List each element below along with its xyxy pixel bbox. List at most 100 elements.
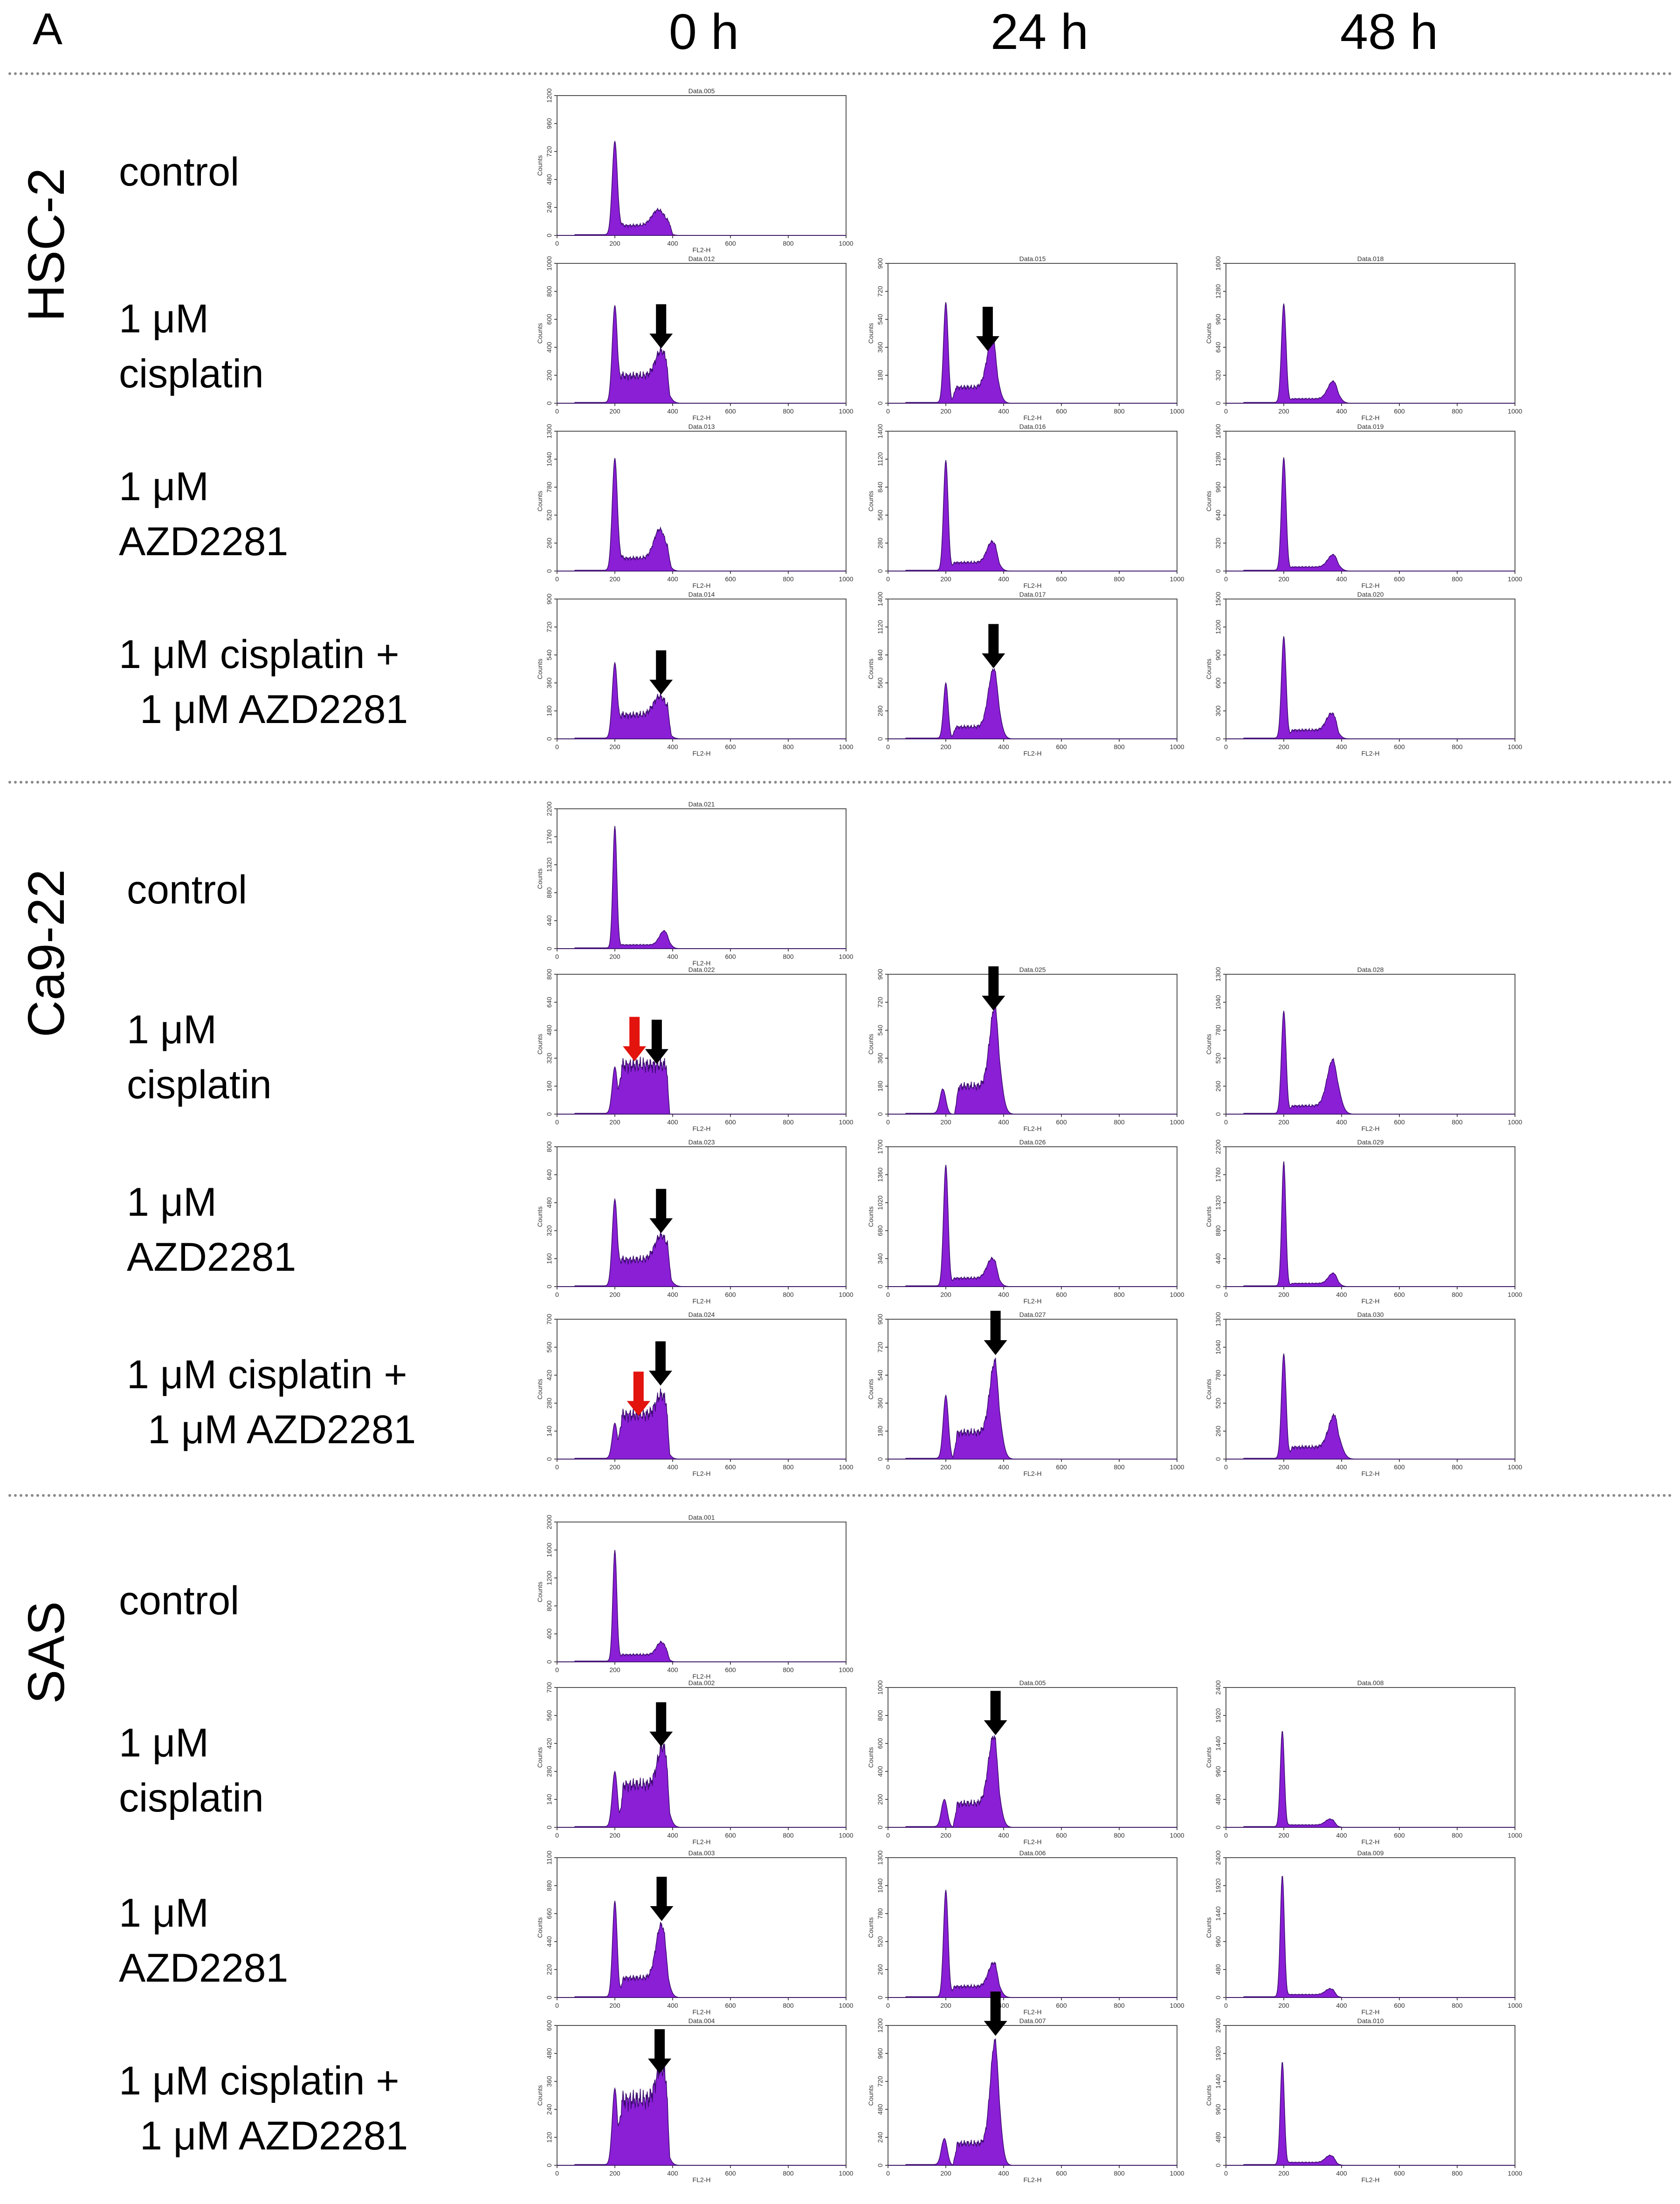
plot-title: Data.024 bbox=[689, 1311, 715, 1318]
black-arrow-marker bbox=[649, 304, 673, 349]
y-tick-label: 840 bbox=[876, 649, 884, 661]
x-tick-label: 1000 bbox=[1170, 2170, 1184, 2177]
x-tick-label: 1000 bbox=[1508, 1463, 1522, 1471]
y-tick-label: 480 bbox=[545, 1025, 553, 1036]
histogram-area bbox=[557, 1550, 846, 1662]
y-tick-label: 0 bbox=[545, 1112, 553, 1116]
x-tick-label: 0 bbox=[1224, 1118, 1228, 1126]
y-axis-label: Counts bbox=[1205, 1747, 1212, 1768]
x-tick-label: 1000 bbox=[1508, 1118, 1522, 1126]
y-axis-label: Counts bbox=[536, 2085, 544, 2106]
y-tick-label: 2200 bbox=[1214, 1139, 1222, 1154]
histogram-area bbox=[888, 2039, 1177, 2166]
histogram-Data-024: Data.024 0 200 400 600 800 1000 FL2-H 0 140 280 420… bbox=[536, 1311, 854, 1477]
histogram-area bbox=[557, 1056, 846, 1115]
plot-frame bbox=[888, 263, 1177, 404]
y-tick-label: 1320 bbox=[1214, 1195, 1222, 1210]
plot-title: Data.028 bbox=[1357, 966, 1384, 973]
histogram-area bbox=[888, 460, 1177, 572]
x-tick-label: 200 bbox=[940, 575, 951, 583]
y-tick-label: 1200 bbox=[876, 2018, 884, 2032]
x-tick-label: 400 bbox=[667, 575, 678, 583]
x-axis-label: FL2-H bbox=[1362, 2008, 1380, 2016]
y-tick-label: 0 bbox=[876, 737, 884, 741]
plot-frame bbox=[557, 974, 847, 1115]
y-tick-label: 360 bbox=[876, 1053, 884, 1064]
x-tick-label: 800 bbox=[1452, 1118, 1463, 1126]
histogram-area bbox=[888, 1890, 1177, 1998]
x-tick-label: 0 bbox=[555, 2170, 559, 2177]
x-tick-label: 800 bbox=[1114, 1832, 1125, 1839]
histogram-area bbox=[557, 1198, 846, 1287]
x-tick-label: 0 bbox=[886, 1832, 890, 1839]
y-tick-label: 480 bbox=[1214, 1794, 1222, 1805]
plot-frame bbox=[1226, 599, 1515, 739]
x-tick-label: 600 bbox=[1394, 407, 1405, 415]
histogram-Data-017: Data.017 0 200 400 600 800 1000 FL2-H 0 280 560 840… bbox=[867, 591, 1184, 757]
plot-frame bbox=[557, 599, 847, 739]
panel-label: A bbox=[33, 4, 63, 54]
x-tick-label: 0 bbox=[555, 1463, 559, 1471]
plot-frame bbox=[1226, 974, 1515, 1115]
y-axis-label: Counts bbox=[536, 323, 544, 344]
x-axis-label: FL2-H bbox=[1362, 750, 1380, 757]
histogram-Data-010: Data.010 0 200 400 600 800 1000 FL2-H 0 480 960 144… bbox=[1205, 2017, 1522, 2183]
y-tick-label: 960 bbox=[545, 118, 553, 129]
x-tick-label: 400 bbox=[667, 2170, 678, 2177]
condition-label: 1 μM cisplatin bbox=[127, 1007, 272, 1107]
x-tick-label: 0 bbox=[886, 2170, 890, 2177]
x-axis-label: FL2-H bbox=[1024, 2176, 1042, 2183]
x-axis-label: FL2-H bbox=[1024, 1838, 1042, 1846]
plot-title: Data.001 bbox=[689, 1514, 715, 1521]
x-axis-label: FL2-H bbox=[693, 2008, 711, 2016]
x-tick-label: 0 bbox=[1224, 1291, 1228, 1298]
x-tick-label: 200 bbox=[609, 743, 620, 751]
condition-label: 1 μM cisplatin +1 μM AZD2281 bbox=[127, 1352, 416, 1452]
y-tick-label: 1360 bbox=[876, 1167, 884, 1182]
x-tick-label: 800 bbox=[1452, 743, 1463, 751]
y-tick-label: 180 bbox=[876, 1081, 884, 1092]
x-axis-label: FL2-H bbox=[693, 1125, 711, 1132]
x-tick-label: 200 bbox=[940, 1118, 951, 1126]
x-tick-label: 800 bbox=[783, 1832, 794, 1839]
x-axis-label: FL2-H bbox=[693, 582, 711, 589]
x-tick-label: 1000 bbox=[1508, 407, 1522, 415]
y-tick-label: 180 bbox=[876, 1426, 884, 1437]
x-tick-label: 0 bbox=[1224, 1832, 1228, 1839]
x-tick-label: 400 bbox=[667, 407, 678, 415]
y-tick-label: 0 bbox=[876, 1285, 884, 1288]
y-tick-label: 480 bbox=[545, 1197, 553, 1208]
y-tick-label: 480 bbox=[876, 2104, 884, 2115]
y-tick-label: 0 bbox=[545, 1996, 553, 1999]
histogram-Data-002: Data.002 0 200 400 600 800 1000 FL2-H 0 140 280 420… bbox=[536, 1679, 854, 1846]
x-tick-label: 1000 bbox=[839, 575, 853, 583]
y-tick-label: 140 bbox=[545, 1426, 553, 1437]
y-tick-label: 1200 bbox=[545, 1570, 553, 1585]
x-tick-label: 600 bbox=[725, 1291, 736, 1298]
y-tick-label: 1040 bbox=[1214, 1340, 1222, 1354]
x-tick-label: 600 bbox=[725, 407, 736, 415]
x-tick-label: 0 bbox=[555, 407, 559, 415]
x-tick-label: 400 bbox=[667, 953, 678, 960]
histogram-Data-012: Data.012 0 200 400 600 800 1000 FL2-H 0 200 400 600… bbox=[536, 255, 854, 421]
histogram-Data-029: Data.029 0 200 400 600 800 1000 FL2-H 0 440 880 132… bbox=[1205, 1138, 1522, 1305]
x-tick-label: 1000 bbox=[839, 407, 853, 415]
y-tick-label: 0 bbox=[545, 737, 553, 741]
y-tick-label: 780 bbox=[876, 1908, 884, 1919]
x-tick-label: 400 bbox=[1336, 2002, 1347, 2009]
plot-frame bbox=[557, 808, 847, 949]
y-axis-label: Counts bbox=[1205, 323, 1212, 344]
y-tick-label: 240 bbox=[545, 2104, 553, 2115]
x-tick-label: 400 bbox=[1336, 2170, 1347, 2177]
y-tick-label: 1320 bbox=[545, 857, 553, 872]
y-tick-label: 0 bbox=[1214, 1825, 1222, 1829]
y-tick-label: 1760 bbox=[545, 829, 553, 844]
y-tick-label: 0 bbox=[876, 1996, 884, 1999]
histogram-area bbox=[557, 305, 846, 404]
y-tick-label: 960 bbox=[1214, 1766, 1222, 1777]
y-tick-label: 320 bbox=[1214, 537, 1222, 549]
y-tick-label: 700 bbox=[545, 1314, 553, 1325]
plot-title: Data.015 bbox=[1019, 255, 1046, 262]
x-tick-label: 400 bbox=[667, 2002, 678, 2009]
histogram-area bbox=[888, 1002, 1177, 1115]
